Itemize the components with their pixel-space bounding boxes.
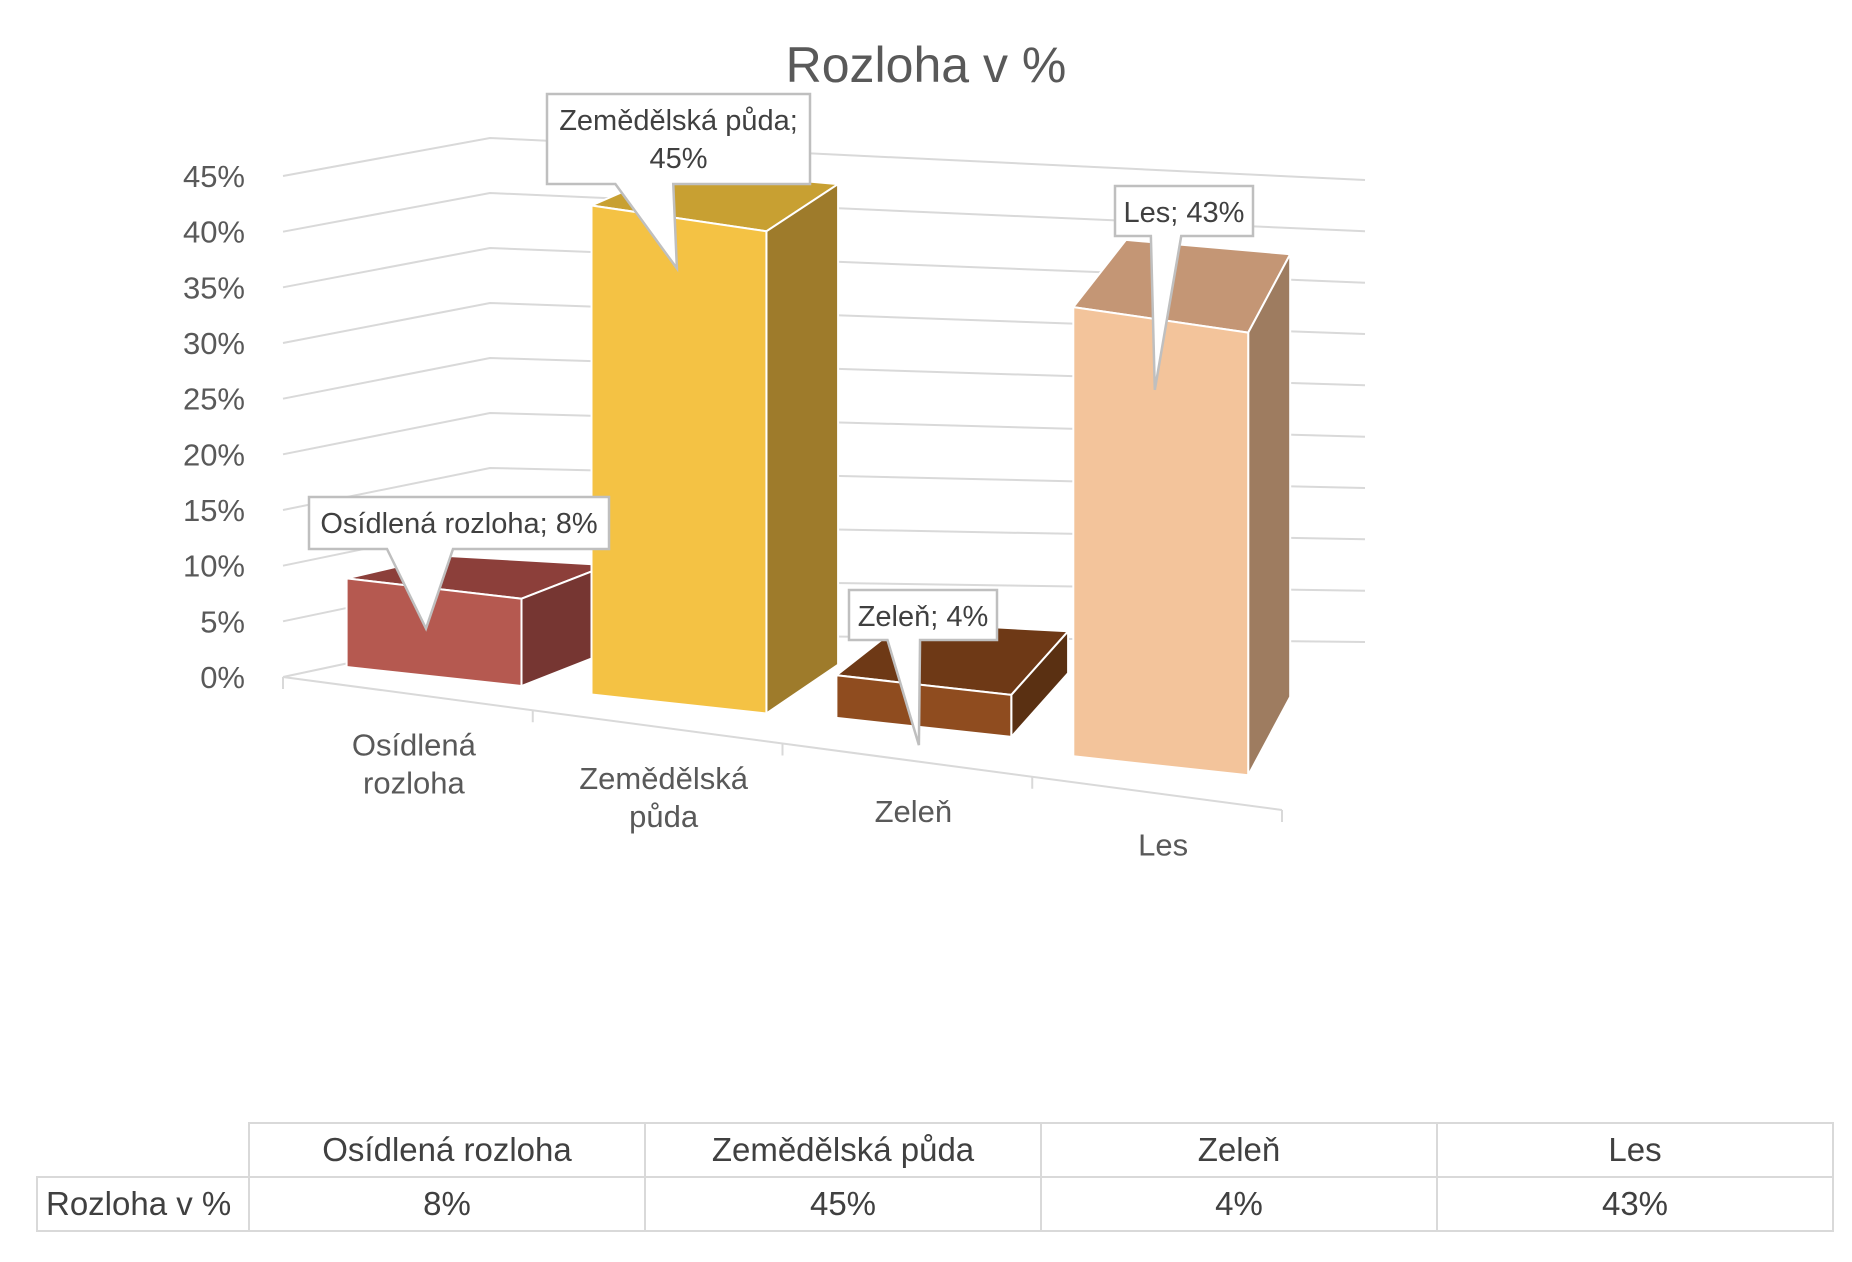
table-col-header: Les (1436, 1122, 1834, 1178)
data-label: Osídlená rozloha; 8% (320, 508, 597, 540)
data-label: Les; 43% (1124, 197, 1245, 229)
category-label: Les (1138, 827, 1188, 862)
table-row: Rozloha v % 8% 45% 4% 43% (36, 1176, 1834, 1232)
y-tick-label: 0% (200, 660, 245, 695)
table-header-row: Osídlená rozloha Zemědělská půda Zeleň L… (37, 1122, 1834, 1178)
y-tick-label: 20% (183, 437, 245, 472)
y-tick-label: 25% (183, 382, 245, 417)
bar (345, 554, 609, 688)
data-label-callout: Zeleň; 4% (847, 588, 999, 746)
table-cell: 8% (248, 1176, 646, 1232)
table-cell: 43% (1436, 1176, 1834, 1232)
gridline (282, 191, 1366, 233)
data-labels: Osídlená rozloha; 8% Zemědělská půda; 45% Z… (307, 92, 1255, 746)
data-label: Zeleň; 4% (858, 601, 989, 633)
data-label-callout: Les; 43% (1113, 184, 1255, 391)
y-tick-label: 10% (183, 549, 245, 584)
gridline (282, 246, 1366, 289)
y-tick-label: 45% (183, 159, 245, 194)
data-table-wrap: Osídlená rozloha Zemědělská půda Zeleň L… (36, 1122, 1834, 1232)
table-cell: 45% (644, 1176, 1042, 1232)
bar (587, 168, 842, 716)
bars (345, 168, 1292, 777)
bar (1071, 238, 1292, 777)
chart-title: Rozloha v % (786, 37, 1067, 93)
table-corner (37, 1123, 250, 1178)
data-label: Zemědělská půda; 45% (559, 105, 798, 175)
y-tick-label: 30% (183, 326, 245, 361)
data-label-callout: Zemědělská půda; 45% (545, 92, 812, 273)
category-label: Zeleň (875, 794, 953, 829)
category-label: Zemědělská půda (579, 761, 749, 834)
table-cell: 4% (1040, 1176, 1438, 1232)
category-label: Osídlená rozloha (352, 728, 477, 801)
y-tick-label: 15% (183, 493, 245, 528)
data-label-callout: Osídlená rozloha; 8% (307, 495, 611, 632)
y-tick-label: 40% (183, 215, 245, 250)
table-col-header: Osídlená rozloha (248, 1122, 646, 1178)
data-table: Osídlená rozloha Zemědělská půda Zeleň L… (36, 1122, 1834, 1232)
table-row-header: Rozloha v % (36, 1176, 250, 1232)
gridline (282, 136, 1366, 181)
y-axis-ticks: 0% 5% 10% 15% 20% 25% 30% 35% 40% 45% (183, 159, 245, 695)
y-tick-label: 5% (200, 604, 245, 639)
y-tick-label: 35% (183, 270, 245, 305)
table-col-header: Zeleň (1040, 1122, 1438, 1178)
category-axis: Osídlená rozloha Zemědělská půda Zeleň Les (282, 676, 1283, 862)
table-col-header: Zemědělská půda (644, 1122, 1042, 1178)
